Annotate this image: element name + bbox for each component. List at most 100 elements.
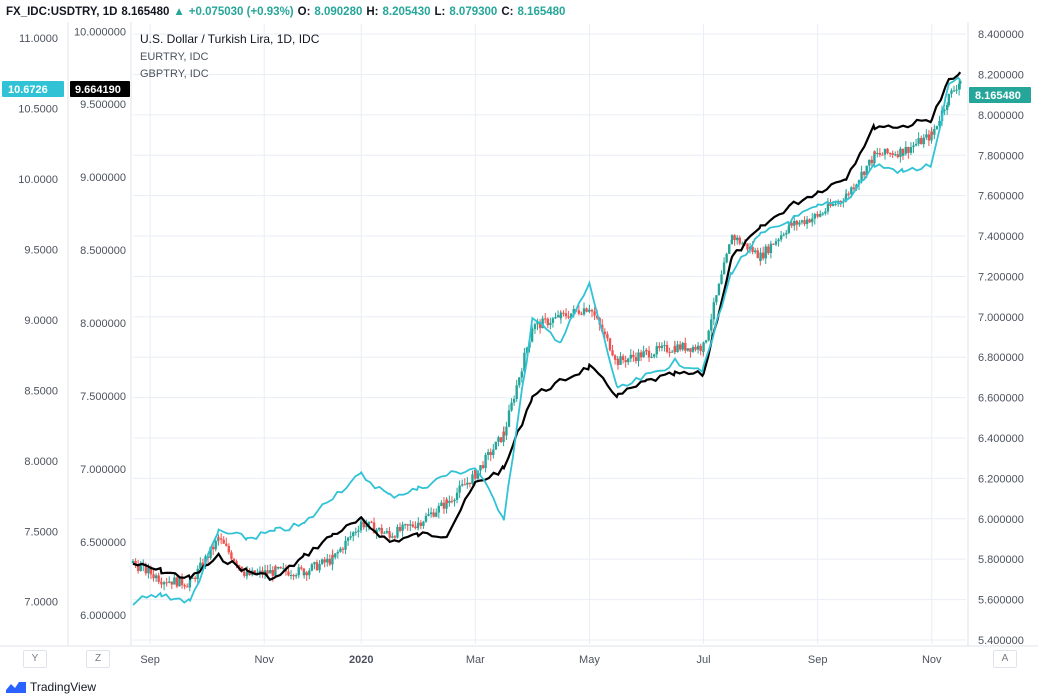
- footer: TradingView: [6, 680, 96, 694]
- x-tick-label: Mar: [466, 654, 485, 666]
- x-tick-label: May: [579, 654, 600, 666]
- candle-body: [269, 569, 272, 574]
- candle-body: [569, 313, 573, 318]
- candle-body: [510, 402, 513, 411]
- candle-body: [196, 568, 199, 580]
- candle: [180, 573, 184, 589]
- candle: [619, 352, 622, 365]
- candle: [930, 126, 933, 139]
- candle-body: [580, 313, 583, 315]
- candle-body: [774, 241, 778, 245]
- candle: [824, 208, 827, 216]
- left-outer-axis[interactable]: 11.0000 10.5000 10.0000 9.5000 9.0000 8.5000 8…: [18, 33, 58, 609]
- candle-body: [955, 89, 958, 91]
- candle: [613, 354, 617, 365]
- candle-body: [917, 138, 920, 144]
- candle: [606, 331, 609, 342]
- candle-body: [544, 318, 547, 320]
- right-tick-label: 5.600000: [978, 595, 1024, 607]
- candle: [935, 125, 939, 131]
- candle: [899, 146, 902, 163]
- candle: [642, 345, 645, 358]
- symbol-title[interactable]: FX_IDC:USDTRY, 1D: [6, 6, 118, 18]
- candle: [627, 357, 630, 366]
- candle-body: [888, 153, 892, 155]
- candle: [131, 559, 135, 564]
- candle: [741, 241, 744, 245]
- candle-body: [225, 543, 228, 546]
- candle-body: [627, 358, 630, 363]
- candle-body: [608, 338, 612, 351]
- candle: [559, 311, 563, 324]
- candle: [544, 312, 547, 324]
- candle: [793, 214, 796, 231]
- candle-body: [305, 572, 308, 576]
- candle: [391, 532, 394, 539]
- candle: [699, 343, 702, 356]
- candle-body: [562, 312, 565, 314]
- legend-main[interactable]: U.S. Dollar / Turkish Lira, 1D, IDC: [140, 32, 320, 46]
- candle-body: [144, 564, 148, 574]
- candle-body: [886, 148, 889, 154]
- candle-body: [779, 235, 783, 240]
- candle: [621, 353, 625, 364]
- candle-body: [860, 171, 863, 181]
- high-value: 8.205430: [382, 6, 431, 18]
- candle-body: [761, 252, 765, 259]
- candle: [647, 345, 651, 362]
- candle: [772, 243, 775, 245]
- x-tick-label: 2020: [349, 654, 373, 666]
- candle: [139, 560, 142, 572]
- right-axis[interactable]: 8.400000 8.200000 8.000000 7.800000 7.600000…: [978, 29, 1024, 647]
- candle-body: [266, 570, 269, 574]
- candle: [707, 329, 710, 342]
- candle: [510, 398, 513, 412]
- candle: [227, 543, 231, 555]
- candle: [481, 461, 485, 470]
- candle-body: [834, 203, 837, 205]
- candle: [847, 191, 850, 198]
- candle: [689, 348, 692, 358]
- candle: [219, 533, 223, 545]
- candle-body: [183, 585, 186, 587]
- candle-body: [793, 220, 796, 226]
- candle-body: [777, 239, 780, 242]
- candle-body: [352, 532, 355, 537]
- log-scale-button[interactable]: Y: [23, 650, 47, 668]
- legend-eurtry[interactable]: EURTRY, IDC: [140, 51, 209, 63]
- left-inner-axis[interactable]: 10.000000 9.500000 9.000000 8.500000 8.00000…: [74, 26, 126, 622]
- candle: [655, 342, 658, 359]
- candle: [331, 549, 334, 559]
- candle: [310, 562, 314, 572]
- brand-name[interactable]: TradingView: [30, 680, 97, 694]
- candle-body: [432, 512, 435, 517]
- candle-body: [147, 567, 150, 574]
- candle: [287, 567, 290, 577]
- candle: [279, 566, 282, 569]
- right-tick-label: 7.000000: [978, 312, 1024, 324]
- up-arrow-icon: ▲: [173, 6, 185, 18]
- auto-scale-button[interactable]: A: [993, 650, 1017, 668]
- candle-body: [243, 571, 246, 576]
- candle-body: [170, 581, 173, 585]
- candle-body: [935, 125, 939, 130]
- candle-body: [474, 469, 477, 479]
- candle: [175, 576, 179, 589]
- time-axis[interactable]: Sep Nov 2020 Mar May Jul Sep Nov: [140, 654, 942, 666]
- zoom-button[interactable]: Z: [86, 650, 110, 668]
- candle-body: [782, 234, 785, 236]
- candle-body: [684, 342, 687, 351]
- legend-gbptry[interactable]: GBPTRY, IDC: [140, 68, 209, 80]
- candle-body: [315, 562, 319, 571]
- candle-body: [201, 562, 205, 567]
- candle-body: [287, 571, 290, 576]
- candle-body: [741, 243, 744, 245]
- candle-body: [891, 153, 894, 155]
- tradingview-logo-icon[interactable]: [6, 681, 26, 693]
- candle-body: [950, 90, 953, 94]
- candle-body: [947, 93, 951, 106]
- candle: [756, 247, 759, 259]
- candle: [782, 232, 785, 237]
- candle-body: [938, 121, 941, 126]
